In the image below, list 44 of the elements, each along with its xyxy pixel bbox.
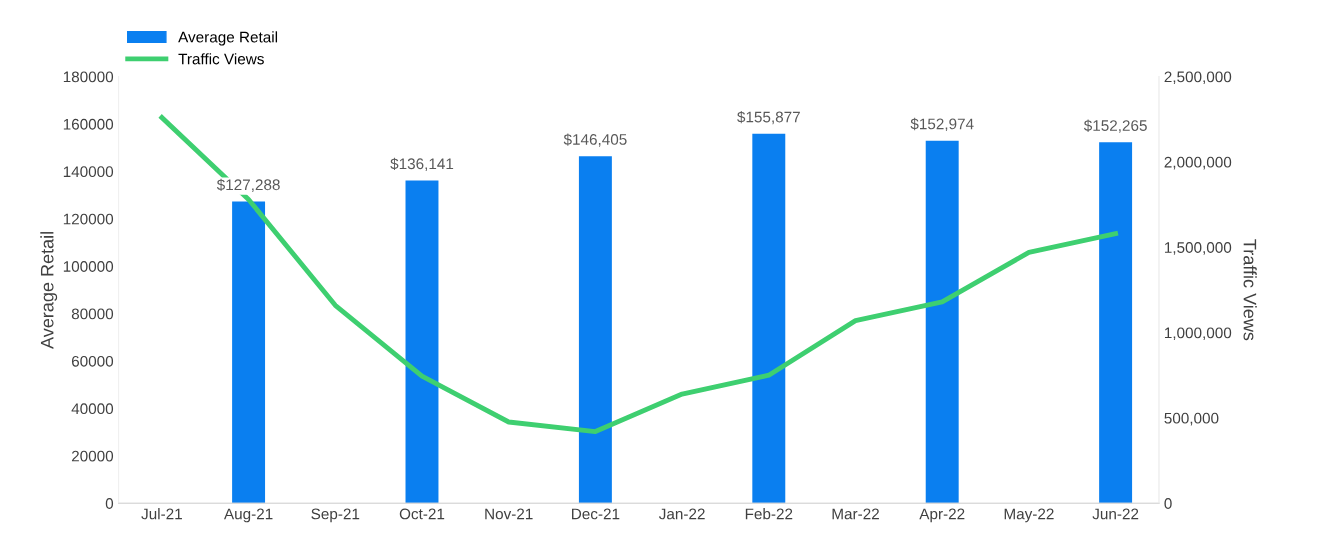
y-tick-label: 100000 (63, 261, 114, 272)
y2-tick-label: 0 (1164, 498, 1172, 509)
bar (578, 156, 612, 504)
x-tick-label: Jun-22 (1092, 508, 1139, 520)
bar (232, 201, 266, 504)
data-label: $152,974 (910, 117, 974, 132)
x-tick-label: Dec-21 (572, 508, 620, 520)
y-tick-label: 60000 (71, 355, 114, 367)
x-tick-label: Mar-22 (832, 508, 879, 520)
y-tick-label: 0 (105, 498, 114, 509)
y2-tick-label: 1,500,000 (1164, 242, 1232, 255)
y-tick-label: 80000 (71, 308, 114, 320)
data-label: $127,288 (216, 178, 280, 192)
x-tick-label: Apr-22 (919, 508, 965, 523)
y-tick-label: 120000 (63, 213, 114, 225)
legend-label: Traffic Views (178, 53, 264, 65)
legend-label: Average Retail (178, 31, 278, 46)
y2-tick-label: 2,000,000 (1164, 156, 1232, 170)
x-tick-label: Feb-22 (745, 508, 793, 520)
y2-axis-title: Traffic Views (1243, 239, 1257, 341)
bar (405, 180, 439, 504)
y-tick-label: 40000 (71, 403, 114, 415)
bar (1099, 142, 1133, 504)
data-label: $146,405 (563, 133, 627, 147)
x-tick-label: Sep-21 (311, 508, 360, 523)
x-tick-label: Jul-21 (141, 508, 182, 520)
x-tick-label: Nov-21 (485, 508, 533, 520)
y-axis-title: Average Retail (40, 232, 58, 349)
y-tick-label: 160000 (63, 118, 114, 130)
y2-tick-label: 2,500,000 (1164, 71, 1232, 85)
data-label: $155,877 (737, 110, 800, 125)
x-tick-label: Oct-21 (399, 508, 445, 520)
y-tick-label: 140000 (63, 166, 114, 178)
bar (752, 133, 786, 504)
x-tick-label: May-22 (1004, 508, 1054, 523)
data-label: $152,265 (1083, 119, 1147, 133)
data-label: $136,141 (390, 157, 454, 171)
y-tick-label: 180000 (63, 71, 114, 83)
y2-tick-label: 1,000,000 (1164, 327, 1232, 341)
y-tick-label: 20000 (71, 450, 114, 462)
bar (925, 140, 959, 504)
y2-tick-label: 500,000 (1164, 412, 1219, 426)
x-tick-label: Jan-22 (658, 508, 705, 520)
x-tick-label: Aug-21 (223, 508, 273, 523)
